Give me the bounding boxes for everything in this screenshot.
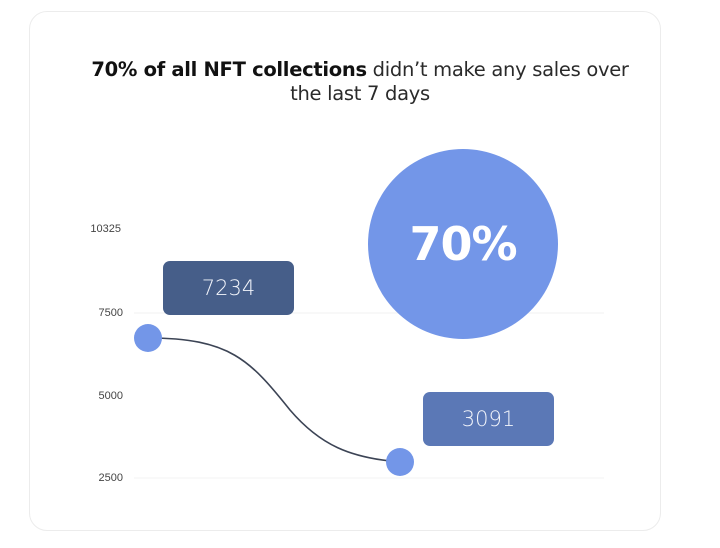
y-tick-7500: 7500 xyxy=(98,307,123,319)
data-point-start xyxy=(134,324,162,352)
y-tick-10325: 10325 xyxy=(90,223,121,235)
y-tick-2500: 2500 xyxy=(98,472,123,484)
data-point-end xyxy=(386,448,414,476)
highlight-circle: 70% xyxy=(368,149,558,339)
value-label-end: 3091 xyxy=(461,407,516,431)
chart-title-bold: 70% of all NFT collections xyxy=(91,58,367,81)
y-tick-5000: 5000 xyxy=(98,390,123,402)
highlight-percent: 70% xyxy=(409,217,517,271)
chart-title: 70% of all NFT collections didn’t make a… xyxy=(80,58,640,106)
value-box-end: 3091 xyxy=(423,392,554,446)
chart-card xyxy=(29,11,661,531)
chart-title-rest: didn’t make any sales over the last 7 da… xyxy=(290,58,629,105)
value-label-start: 7234 xyxy=(201,276,256,300)
value-box-start: 7234 xyxy=(163,261,294,315)
trend-line xyxy=(147,337,401,463)
